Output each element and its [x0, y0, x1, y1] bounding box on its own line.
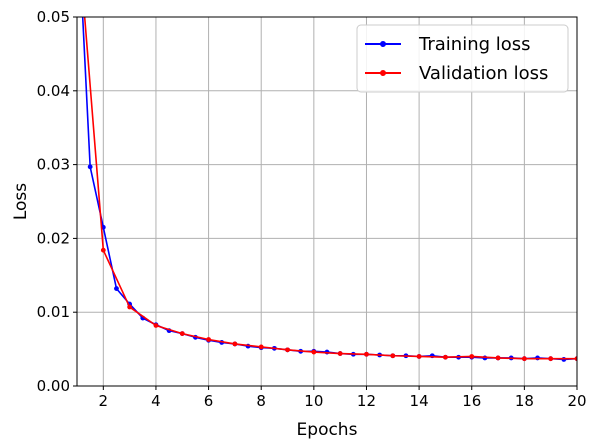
data-point-validation-loss — [548, 356, 554, 362]
data-point-validation-loss — [206, 337, 211, 342]
axis-ticks: 2 4 6 8 10 12 14 16 18 20 0.00 0.01 0.02 0.03 0.04 0.05 — [37, 8, 587, 410]
x-tick-label: 12 — [357, 392, 376, 410]
data-point-training-loss — [114, 286, 119, 291]
plot-frame — [76, 16, 578, 387]
data-point-validation-loss — [416, 354, 422, 359]
series-layer — [81, 17, 577, 362]
data-point-validation-loss — [337, 351, 343, 356]
x-tick-label: 18 — [515, 392, 534, 410]
y-tick-label: 0.04 — [37, 82, 70, 100]
y-tick-label: 0.01 — [37, 303, 70, 321]
data-point-validation-loss — [311, 349, 317, 355]
data-point-validation-loss — [364, 351, 369, 357]
x-tick-label: 20 — [567, 392, 586, 410]
legend-entry-validation: Validation loss — [419, 63, 548, 84]
legend: Training loss Validation loss — [356, 24, 569, 93]
x-tick-label: 10 — [304, 392, 323, 410]
data-point-validation-loss — [469, 354, 475, 359]
y-tick-label: 0.03 — [37, 156, 70, 174]
data-point-validation-loss — [443, 354, 448, 360]
y-axis-label: Loss — [11, 183, 31, 220]
legend-entry-training: Training loss — [418, 34, 531, 55]
data-point-validation-loss — [258, 344, 264, 350]
data-point-validation-loss — [153, 323, 159, 328]
x-axis-label: Epochs — [297, 420, 358, 440]
x-tick-label: 4 — [151, 392, 161, 410]
legend-marker-validation — [380, 70, 386, 76]
y-tick-label: 0.05 — [37, 8, 70, 26]
legend-box — [356, 24, 569, 93]
data-point-validation-loss — [285, 347, 290, 353]
data-point-validation-loss — [521, 356, 527, 362]
data-point-validation-loss — [495, 355, 501, 361]
data-point-validation-loss — [574, 356, 577, 362]
x-tick-label: 8 — [256, 392, 266, 410]
data-point-validation-loss — [179, 331, 185, 337]
legend-marker-training — [380, 41, 386, 47]
data-point-training-loss — [87, 164, 93, 170]
x-tick-label: 6 — [204, 392, 214, 410]
series-line-validation-loss — [83, 17, 577, 360]
x-tick-label: 14 — [410, 392, 429, 410]
data-point-validation-loss — [390, 353, 396, 359]
x-tick-label: 2 — [99, 392, 109, 410]
x-tick-label: 16 — [462, 392, 481, 410]
data-point-validation-loss — [232, 341, 238, 347]
data-point-validation-loss — [100, 247, 106, 253]
y-tick-label: 0.02 — [37, 229, 70, 247]
data-point-validation-loss — [127, 304, 133, 310]
y-tick-label: 0.00 — [37, 377, 70, 395]
